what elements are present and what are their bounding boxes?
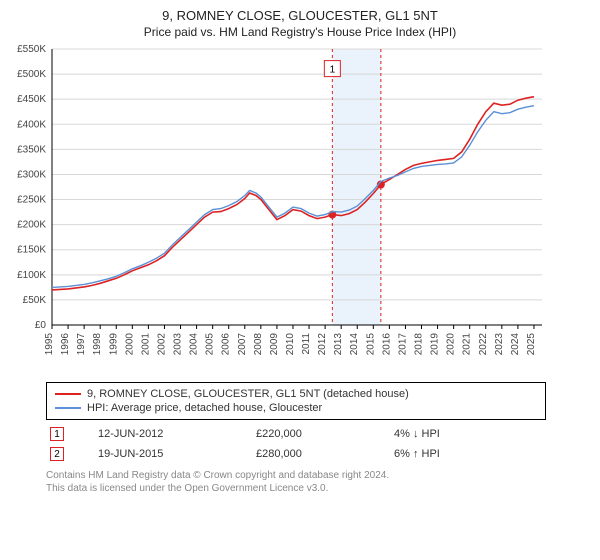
sale-marker: 2 [50,447,64,461]
svg-text:2014: 2014 [349,333,360,356]
svg-text:1999: 1999 [108,333,119,356]
svg-text:£500K: £500K [17,69,46,80]
legend-item: 9, ROMNEY CLOSE, GLOUCESTER, GL1 5NT (de… [55,387,537,401]
svg-text:1996: 1996 [60,333,71,356]
legend-swatch [55,393,81,395]
sale-row: 2 19-JUN-2015£280,0006% ↑ HPI [46,444,546,464]
sales-table: 1 12-JUN-2012£220,0004% ↓ HPI 2 19-JUN-2015… [46,424,546,464]
svg-text:2004: 2004 [189,333,200,356]
svg-text:2003: 2003 [173,333,184,356]
svg-text:£400K: £400K [17,119,46,130]
svg-text:£550K: £550K [17,44,46,55]
chart-title: 9, ROMNEY CLOSE, GLOUCESTER, GL1 5NT [8,8,592,23]
price-chart: £0 £50K £100K £150K £200K £250K £300K £350K £400… [8,43,592,376]
svg-text:£300K: £300K [17,169,46,180]
svg-text:1995: 1995 [44,333,55,356]
svg-text:2007: 2007 [237,333,248,356]
legend-swatch [55,407,81,409]
svg-text:2011: 2011 [301,333,312,355]
sale-price: £280,000 [252,444,390,464]
svg-text:2010: 2010 [285,333,296,356]
svg-text:£200K: £200K [17,220,46,231]
svg-text:2006: 2006 [221,333,232,356]
svg-text:1: 1 [330,65,336,76]
svg-text:£350K: £350K [17,144,46,155]
svg-text:£150K: £150K [17,245,46,256]
svg-text:2025: 2025 [526,333,537,356]
svg-text:2001: 2001 [140,333,151,356]
svg-text:2009: 2009 [269,333,280,356]
svg-text:2021: 2021 [462,333,473,356]
footer-attribution: Contains HM Land Registry data © Crown c… [46,470,566,495]
svg-text:2022: 2022 [478,333,489,356]
legend-label: HPI: Average price, detached house, Glou… [87,402,322,414]
sale-date: 12-JUN-2012 [94,424,252,444]
sale-delta: 4% ↓ HPI [390,424,546,444]
svg-text:2013: 2013 [333,333,344,356]
svg-text:1998: 1998 [92,333,103,356]
svg-text:2016: 2016 [381,333,392,356]
sale-price: £220,000 [252,424,390,444]
svg-text:2008: 2008 [253,333,264,356]
footer-line-2: This data is licensed under the Open Gov… [46,483,566,496]
svg-text:2005: 2005 [205,333,216,356]
svg-text:£100K: £100K [17,270,46,281]
sale-marker: 1 [50,427,64,441]
sale-delta: 6% ↑ HPI [390,444,546,464]
legend-label: 9, ROMNEY CLOSE, GLOUCESTER, GL1 5NT (de… [87,388,409,400]
svg-text:1997: 1997 [76,333,87,356]
svg-text:£450K: £450K [17,94,46,105]
svg-text:2000: 2000 [124,333,135,356]
svg-text:2012: 2012 [317,333,328,356]
svg-text:2015: 2015 [365,333,376,356]
legend-item: HPI: Average price, detached house, Glou… [55,401,537,415]
chart-subtitle: Price paid vs. HM Land Registry's House … [8,25,592,39]
sale-date: 19-JUN-2015 [94,444,252,464]
footer-line-1: Contains HM Land Registry data © Crown c… [46,470,566,483]
svg-text:2024: 2024 [510,333,521,356]
svg-text:2017: 2017 [397,333,408,356]
chart-svg: £0 £50K £100K £150K £200K £250K £300K £350K £400… [8,43,548,373]
sale-row: 1 12-JUN-2012£220,0004% ↓ HPI [46,424,546,444]
svg-text:£0: £0 [35,320,47,331]
svg-text:2020: 2020 [446,333,457,356]
svg-text:2018: 2018 [414,333,425,356]
svg-text:2019: 2019 [430,333,441,356]
legend: 9, ROMNEY CLOSE, GLOUCESTER, GL1 5NT (de… [46,382,546,420]
svg-text:£50K: £50K [23,295,47,306]
svg-text:£250K: £250K [17,195,46,206]
svg-text:2002: 2002 [156,333,167,356]
svg-text:2023: 2023 [494,333,505,356]
